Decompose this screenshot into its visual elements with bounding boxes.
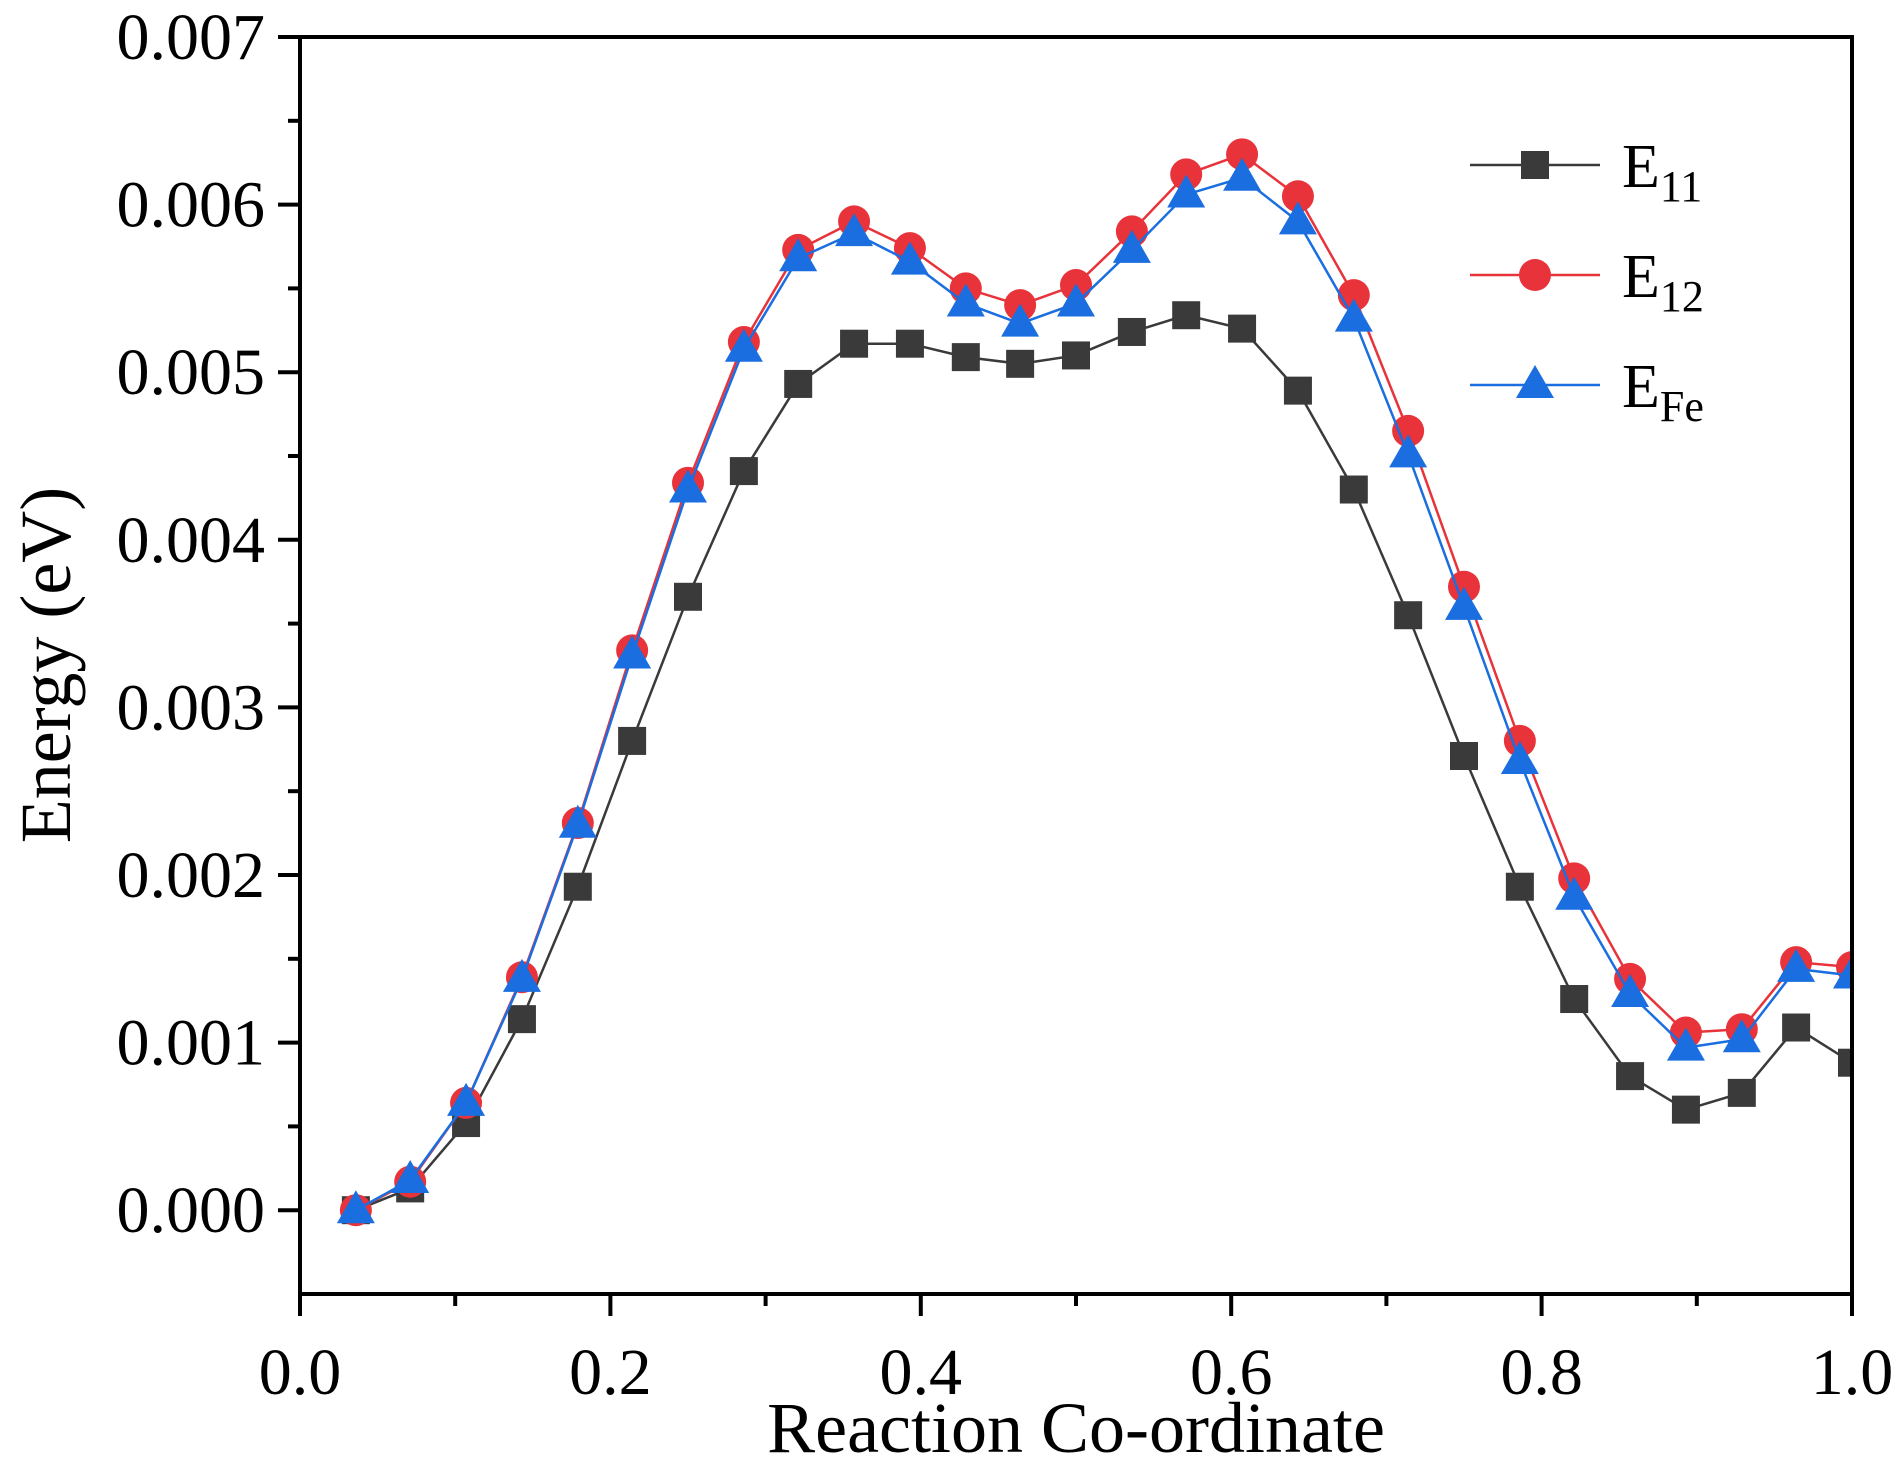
legend-label: E11: [1622, 133, 1702, 211]
x-axis-title: Reaction Co-ordinate: [767, 1388, 1385, 1466]
data-point: [1500, 741, 1539, 775]
legend-marker: [1521, 151, 1549, 179]
legend-entry: E11: [1470, 133, 1702, 211]
data-point: [563, 872, 592, 901]
y-axis-title: Energy (eV): [6, 487, 86, 844]
data-point: [1833, 955, 1852, 989]
data-point: [835, 213, 874, 247]
legend-subscript: 12: [1660, 272, 1704, 321]
data-point: [1281, 180, 1314, 213]
data-point: [1057, 283, 1095, 317]
data-point: [613, 635, 652, 669]
data-point: [669, 469, 707, 503]
data-point: [1611, 973, 1650, 1007]
data-point: [1450, 742, 1478, 771]
data-point: [1503, 724, 1536, 757]
legend-subscript: 11: [1660, 162, 1702, 211]
data-point: [840, 329, 869, 358]
data-point: [1671, 1095, 1700, 1124]
data-point: [1228, 314, 1257, 343]
data-point: [558, 804, 597, 838]
data-point: [1112, 229, 1151, 263]
data-point: [946, 283, 985, 317]
legend-entry: EFe: [1470, 353, 1704, 431]
data-point: [1389, 434, 1428, 468]
data-point: [1616, 1062, 1645, 1091]
data-point: [674, 582, 702, 611]
series-line: [355, 313, 1852, 1212]
data-point: [1782, 1013, 1811, 1042]
plot-frame: [298, 35, 1854, 1296]
legend-label: E12: [1622, 243, 1704, 321]
data-point: [784, 369, 813, 398]
data-point: [507, 1005, 536, 1034]
data-point: [447, 1082, 486, 1116]
y-tick-label: 0.000: [117, 1174, 266, 1247]
series-layer: [336, 138, 1852, 1227]
data-point: [502, 958, 541, 992]
ticks-layer: 0.0 0.2 0.4 0.6 0.8 1.0 0.000 0.001 0.002 0.003 0.…: [117, 1, 1894, 1409]
data-point: [1505, 872, 1534, 901]
data-point: [890, 241, 929, 275]
series-line: [355, 152, 1852, 1212]
legend-marker: [1516, 365, 1554, 398]
x-tick-label: 0.4: [880, 1336, 963, 1409]
data-point: [1223, 157, 1262, 191]
data-point: [1172, 301, 1201, 330]
x-tick-label: 0.0: [259, 1336, 342, 1409]
data-point: [336, 1190, 375, 1224]
data-point: [1555, 876, 1594, 910]
data-point: [1445, 586, 1483, 620]
data-point: [1666, 1027, 1705, 1061]
data-point: [1278, 201, 1317, 235]
legend-entry: E12: [1470, 243, 1704, 321]
data-point: [1170, 158, 1203, 191]
data-point: [1283, 376, 1312, 405]
data-point: [1777, 948, 1816, 982]
series-E11: [341, 301, 1852, 1225]
series-EFe: [336, 157, 1852, 1224]
x-tick-label: 0.8: [1500, 1336, 1583, 1409]
data-point: [1838, 1048, 1852, 1077]
x-tick-label: 0.2: [569, 1336, 652, 1409]
y-tick-label: 0.006: [117, 169, 266, 242]
legend-marker: [1519, 259, 1551, 291]
data-point: [1727, 1078, 1756, 1107]
legend: E11 E12 EFe: [1470, 133, 1704, 431]
x-tick-label: 1.0: [1811, 1336, 1894, 1409]
data-point: [1226, 138, 1259, 171]
data-point: [1448, 570, 1480, 603]
data-point: [1334, 298, 1373, 332]
y-tick-label: 0.005: [117, 336, 266, 409]
series-line: [355, 176, 1852, 1212]
legend-subscript: Fe: [1660, 382, 1704, 431]
data-point: [1392, 414, 1425, 447]
data-point: [724, 328, 763, 362]
data-point: [1560, 985, 1589, 1014]
legend-label: EFe: [1622, 353, 1704, 431]
y-tick-label: 0.004: [117, 504, 266, 577]
data-point: [1117, 317, 1146, 346]
y-tick-label: 0.007: [117, 1, 266, 74]
data-point: [779, 238, 818, 272]
data-point: [895, 329, 924, 358]
data-point: [1167, 174, 1206, 208]
data-point: [1339, 475, 1368, 504]
data-point: [951, 343, 980, 372]
data-point: [1006, 349, 1035, 378]
data-point: [391, 1160, 430, 1194]
data-point: [1394, 601, 1423, 630]
data-point: [729, 457, 758, 486]
x-tick-label: 0.6: [1190, 1336, 1273, 1409]
data-point: [1062, 341, 1090, 370]
y-tick-label: 0.003: [117, 671, 266, 744]
data-point: [618, 726, 647, 755]
y-tick-label: 0.002: [117, 839, 266, 912]
data-point: [1722, 1019, 1761, 1053]
y-tick-label: 0.001: [117, 1007, 266, 1080]
data-point: [1001, 303, 1040, 337]
